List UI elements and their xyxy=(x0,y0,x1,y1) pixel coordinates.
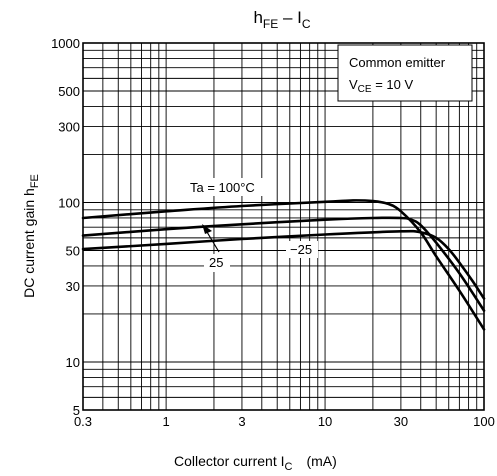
x-tick-label: 3 xyxy=(238,414,245,429)
series-line-2 xyxy=(81,229,486,300)
y-tick-label: 5 xyxy=(73,403,80,418)
y-tick-label: 300 xyxy=(58,119,80,134)
x-tick-label: 10 xyxy=(318,414,332,429)
x-tick-label: 30 xyxy=(394,414,408,429)
annotation-ta-25: 25 xyxy=(209,255,223,270)
series-line-0 xyxy=(81,199,486,331)
annotation-arrowhead-25 xyxy=(202,224,212,234)
y-tick-label: 500 xyxy=(58,84,80,99)
x-tick-label: 1 xyxy=(162,414,169,429)
legend-box: Common emitter VCE = 10 V xyxy=(337,44,473,102)
y-tick-label: 100 xyxy=(58,195,80,210)
series-annotations: Ta = 100°C 25 −25 xyxy=(186,178,318,272)
series-lines xyxy=(81,199,486,331)
plot-frame xyxy=(82,42,485,411)
annotation-ta-minus25: −25 xyxy=(290,242,312,257)
chart-title: hFE – IC xyxy=(253,8,310,31)
legend-line-vce: VCE = 10 V xyxy=(349,77,413,95)
grid xyxy=(83,43,484,410)
y-tick-label: 30 xyxy=(66,279,80,294)
y-tick-label: 1000 xyxy=(51,36,80,51)
tick-labels: 0.3 1 3 10 30 100 5 10 30 50 100 300 500 1000 xyxy=(51,36,495,429)
x-tick-label: 100 xyxy=(473,414,495,429)
annotation-ta-100: Ta = 100°C xyxy=(190,180,255,195)
x-axis-label: Collector current IC (mA) xyxy=(174,453,337,473)
x-tick-label: 0.3 xyxy=(74,414,92,429)
y-axis-label: DC current gain hFE xyxy=(21,174,41,298)
y-tick-label: 10 xyxy=(66,355,80,370)
legend-line-common-emitter: Common emitter xyxy=(349,55,446,70)
y-tick-label: 50 xyxy=(66,244,80,259)
